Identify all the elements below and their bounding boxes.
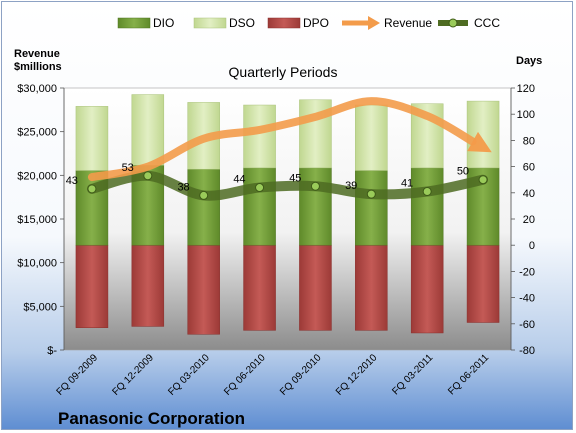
- left-tick-label: $30,000: [17, 83, 57, 95]
- ccc-point: [478, 175, 488, 185]
- bar-dpo: [299, 244, 332, 331]
- chart-title: Quarterly Periods: [229, 64, 338, 80]
- bar-dpo: [410, 244, 444, 334]
- left-axis-title-line2: $millions: [14, 61, 62, 73]
- x-tick-label: FQ 09-2009: [55, 352, 101, 398]
- legend-ccc-marker: [448, 18, 458, 28]
- bar-dpo: [466, 244, 500, 323]
- bar-dio: [410, 167, 444, 246]
- ccc-point: [366, 189, 376, 199]
- ccc-data-label: 53: [122, 162, 134, 174]
- right-tick-label: -20: [519, 266, 535, 278]
- x-tick-label: FQ 12-2010: [334, 352, 380, 398]
- legend-label-dio: DIO: [153, 16, 174, 30]
- ccc-point: [199, 190, 209, 200]
- x-tick-label: FQ 03-2010: [166, 352, 212, 398]
- company-name: Panasonic Corporation: [58, 409, 245, 428]
- right-tick-label: 20: [523, 214, 535, 226]
- right-axis-title: Days: [516, 55, 542, 67]
- bar-dso: [243, 104, 276, 169]
- x-tick-label: FQ 03-2011: [390, 352, 435, 397]
- bar-dso: [131, 94, 165, 166]
- ccc-data-label: 41: [401, 177, 413, 189]
- revenue-arrowhead: [467, 131, 492, 153]
- bar-dpo: [355, 244, 388, 331]
- revenue-line: [87, 97, 477, 182]
- bar-dio: [299, 167, 332, 246]
- right-tick-label: 120: [517, 83, 535, 95]
- left-tick-label: $25,000: [17, 127, 57, 139]
- right-tick-label: 40: [523, 188, 535, 200]
- right-tick-label: 100: [517, 109, 535, 121]
- right-tick-label: 60: [523, 162, 535, 174]
- ccc-point: [422, 186, 432, 196]
- bar-dso: [466, 100, 500, 169]
- legend-label-revenue: Revenue: [384, 16, 432, 30]
- ccc-data-label: 38: [177, 181, 189, 193]
- bar-dpo: [131, 244, 165, 327]
- x-tick-label: FQ 09-2010: [278, 352, 324, 398]
- right-tick-label: 0: [529, 240, 535, 252]
- x-tick-label: FQ 06-2010: [222, 352, 268, 398]
- legend-label-dso: DSO: [229, 16, 255, 30]
- ccc-data-label: 45: [289, 172, 301, 184]
- ccc-data-label: 39: [345, 180, 357, 192]
- ccc-data-label: 44: [233, 174, 245, 186]
- legend-revenue-arrowhead: [368, 16, 380, 30]
- ccc-point: [143, 171, 153, 181]
- bar-dio: [187, 168, 220, 246]
- bar-dpo: [75, 244, 109, 328]
- legend-label-dpo: DPO: [303, 16, 329, 30]
- x-tick-label: FQ 06-2011: [446, 352, 491, 397]
- bar-dso: [75, 106, 109, 171]
- bar-dso: [355, 104, 388, 171]
- legend-swatch-dso: [193, 17, 227, 29]
- left-tick-label: $15,000: [17, 214, 57, 226]
- left-tick-label: $-: [47, 345, 57, 357]
- legend-swatch-dio: [117, 17, 151, 29]
- left-tick-label: $20,000: [17, 170, 57, 182]
- left-axis-title-line1: Revenue: [14, 48, 60, 60]
- right-tick-label: -40: [519, 293, 535, 305]
- ccc-line: [86, 170, 489, 201]
- ccc-data-label: 50: [457, 166, 469, 178]
- x-tick-label: FQ 12-2009: [110, 352, 156, 398]
- right-tick-label: -80: [519, 345, 535, 357]
- legend-swatch-dpo: [267, 17, 301, 29]
- ccc-data-label: 43: [66, 175, 78, 187]
- ccc-point: [255, 183, 265, 193]
- bar-dio: [355, 170, 388, 246]
- right-tick-label: 80: [523, 135, 535, 147]
- left-tick-label: $10,000: [17, 258, 57, 270]
- ccc-point: [310, 181, 320, 191]
- left-tick-label: $5,000: [23, 301, 57, 313]
- bar-dio: [243, 167, 276, 246]
- right-tick-label: -60: [519, 319, 535, 331]
- legend-label-ccc: CCC: [474, 16, 500, 30]
- bar-dpo: [243, 244, 276, 331]
- bar-dpo: [187, 244, 220, 335]
- ccc-point: [87, 184, 97, 194]
